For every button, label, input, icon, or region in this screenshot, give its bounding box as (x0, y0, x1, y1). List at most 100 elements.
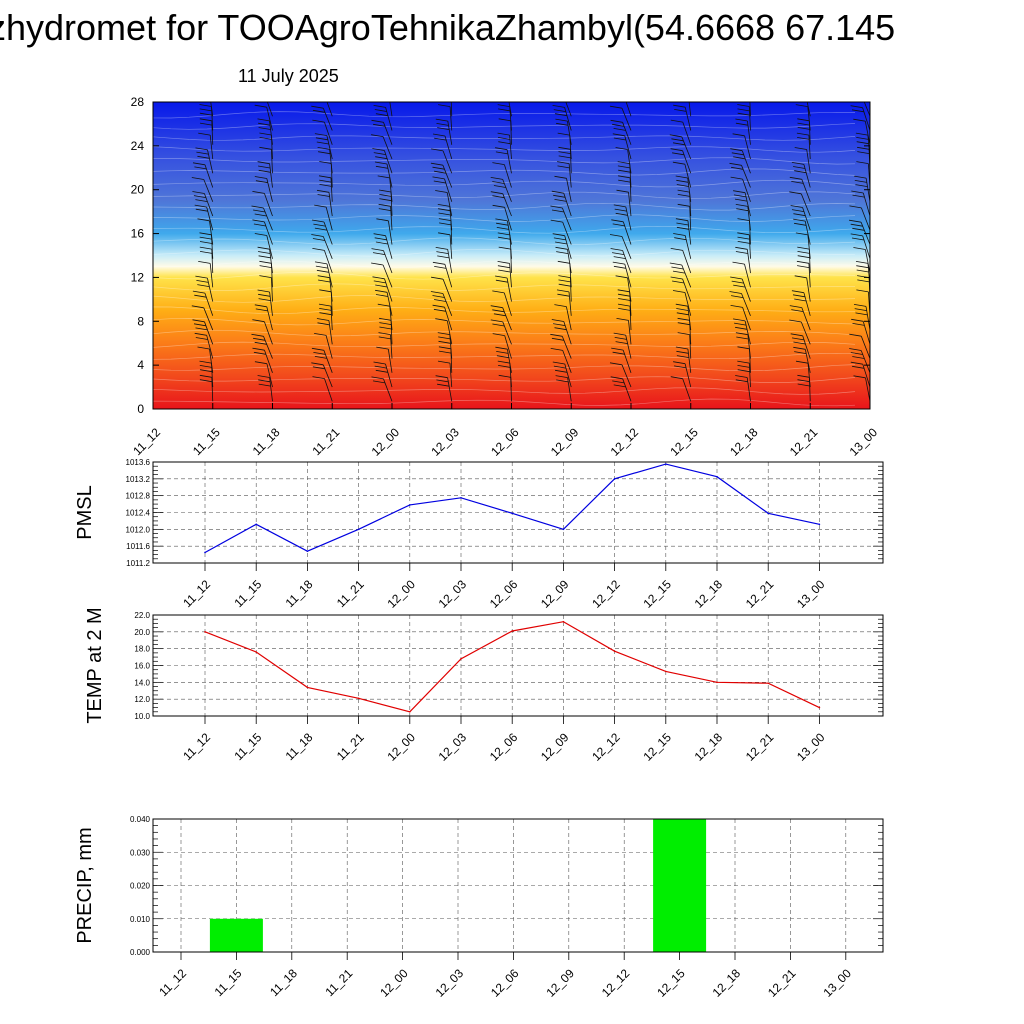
wind-barb-feather (492, 181, 505, 184)
wind-barb-staff (446, 320, 453, 345)
wind-barb-staff (153, 328, 154, 331)
wind-barb-feather (371, 248, 384, 251)
wind-barb-feather (616, 189, 629, 193)
y-tick-label: 16 (131, 227, 145, 241)
wind-barb-feather (373, 280, 386, 284)
x-tick-label: 12_21 (765, 966, 799, 1000)
x-tick-label: 12_09 (548, 425, 582, 459)
wind-barb-feather (613, 128, 626, 131)
data-point (613, 478, 616, 480)
wind-barb-feather (140, 223, 152, 225)
wind-barb-feather (495, 346, 508, 350)
y-tick-label: 1011.6 (126, 542, 150, 551)
wind-barb-feather (255, 180, 268, 184)
wind-barb-feather (855, 312, 868, 316)
wind-barb-feather (733, 318, 746, 322)
wind-barb-feather (438, 340, 451, 344)
wind-barb-staff (153, 300, 154, 302)
wind-barb-feather (375, 156, 388, 160)
wind-barb-staff (264, 193, 273, 217)
contour-line (153, 225, 856, 234)
wind-barb-feather (316, 318, 329, 321)
wind-barb-staff (389, 306, 393, 331)
wind-barb-feather (735, 118, 748, 122)
wind-barb-feather (259, 137, 272, 140)
wind-barb-feather (140, 90, 152, 92)
wind-barb-feather (431, 148, 444, 152)
x-tick-label: 12_18 (727, 425, 761, 459)
wind-barb-feather (490, 177, 503, 180)
wind-barb-feather (317, 322, 330, 326)
wind-barb-feather (554, 327, 567, 331)
x-tick-label: 11_21 (334, 730, 367, 763)
wind-barb-staff (153, 314, 154, 316)
x-tick-label: 11_15 (231, 577, 264, 610)
wind-barb-staff (806, 277, 811, 302)
wind-barb-staff (504, 164, 512, 188)
wind-barb-feather (675, 218, 688, 222)
wind-barb-feather (140, 219, 152, 221)
wind-barb-feather (617, 165, 630, 169)
wind-barb-feather (796, 132, 809, 136)
wind-barb-feather (496, 222, 509, 226)
wind-barb-feather (375, 289, 388, 293)
wind-barb-feather (312, 248, 325, 251)
wind-barb-feather (670, 148, 683, 152)
wind-barb-staff (682, 250, 692, 274)
wind-barb-feather (558, 283, 571, 287)
wind-barb-feather (498, 269, 511, 273)
wind-barb-staff (742, 178, 751, 202)
wind-barb-feather (613, 265, 626, 269)
wind-barb-feather (259, 146, 272, 150)
wind-barb-feather (797, 374, 810, 378)
wind-barb-feather (677, 95, 689, 97)
wind-barb-feather (672, 152, 685, 156)
data-point (409, 504, 411, 506)
wind-barb-staff (684, 292, 692, 316)
wind-barb-feather (258, 379, 271, 383)
wind-barb-feather (437, 360, 451, 364)
wind-barb-feather (439, 350, 452, 354)
wind-barb-feather (434, 137, 447, 141)
wind-barb-feather (676, 222, 689, 226)
wind-barb-feather (677, 332, 690, 335)
wind-barb-feather (258, 122, 271, 126)
wind-barb-feather (733, 194, 747, 198)
wind-barb-staff (382, 264, 393, 288)
data-point (562, 620, 565, 623)
wind-barb-staff (325, 206, 333, 231)
wind-barb-feather (853, 118, 866, 122)
wind-barb-feather (252, 319, 265, 323)
wind-barb-feather (554, 175, 567, 179)
wind-barb-feather (379, 326, 392, 330)
wind-barb-staff (450, 102, 453, 117)
wind-barb-feather (314, 333, 327, 336)
wind-barb-feather (794, 351, 807, 354)
x-tick-label: 11_21 (334, 577, 367, 610)
wind-barb-feather (259, 260, 272, 264)
wind-barb-feather (737, 112, 750, 116)
wind-barb-feather (372, 380, 386, 384)
wind-barb-feather (313, 352, 326, 355)
wind-barb-staff (806, 149, 811, 174)
wind-barb-staff (389, 177, 393, 202)
wind-barb-feather (851, 318, 864, 322)
wind-barb-feather (192, 162, 206, 166)
y-tick-label: 16.0 (134, 662, 150, 671)
wind-barb-feather (731, 295, 744, 298)
wind-barb-staff (211, 377, 214, 402)
wind-barb-feather (191, 177, 204, 180)
wind-barb-staff (565, 102, 572, 117)
contour-lines (153, 111, 856, 407)
wind-barb-feather (613, 137, 626, 141)
wind-barb-feather (193, 195, 206, 198)
wind-barb-feather (376, 91, 388, 93)
wind-barb-staff (442, 279, 453, 302)
wind-barb-feather (614, 337, 627, 340)
wind-barb-feather (498, 141, 511, 145)
wind-barb-feather (737, 104, 750, 107)
wind-barb-feather (373, 105, 386, 108)
wind-barb-feather (676, 179, 689, 183)
wind-barb-feather (735, 204, 748, 207)
y-tick-label: 0.000 (130, 948, 151, 957)
